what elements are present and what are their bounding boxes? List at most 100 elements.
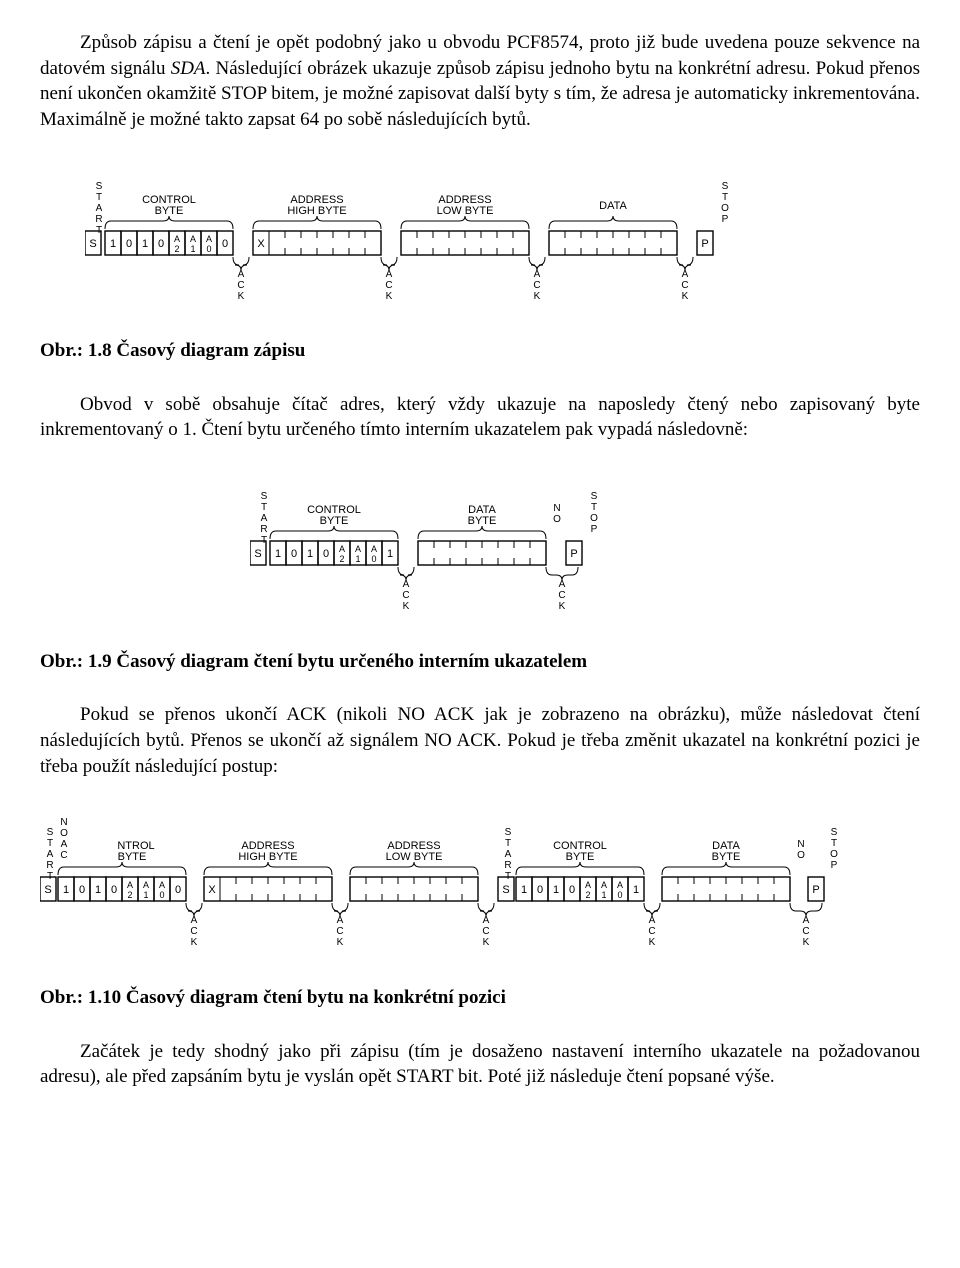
svg-text:A: A xyxy=(174,234,180,244)
svg-text:A: A xyxy=(534,269,541,280)
svg-text:1: 1 xyxy=(601,890,606,900)
svg-text:2: 2 xyxy=(127,890,132,900)
svg-text:T: T xyxy=(591,502,597,513)
svg-text:S: S xyxy=(89,238,96,250)
svg-text:0: 0 xyxy=(111,884,117,896)
svg-text:R: R xyxy=(504,860,511,871)
svg-text:C: C xyxy=(385,280,392,291)
svg-text:P: P xyxy=(591,524,598,535)
svg-text:P: P xyxy=(831,860,838,871)
svg-text:A: A xyxy=(386,269,393,280)
svg-text:K: K xyxy=(386,291,393,302)
caption-2: Obr.: 1.9 Časový diagram čtení bytu urče… xyxy=(40,649,920,675)
svg-text:T: T xyxy=(261,502,267,513)
svg-text:1: 1 xyxy=(63,884,69,896)
svg-text:0: 0 xyxy=(617,890,622,900)
svg-text:P: P xyxy=(701,238,708,250)
svg-text:P: P xyxy=(570,548,577,560)
svg-text:BYTE: BYTE xyxy=(712,851,741,863)
svg-text:BYTE: BYTE xyxy=(118,851,147,863)
svg-text:P: P xyxy=(812,884,819,896)
svg-text:0: 0 xyxy=(323,548,329,560)
svg-text:BYTE: BYTE xyxy=(566,851,595,863)
svg-text:T: T xyxy=(96,192,102,203)
svg-text:0: 0 xyxy=(206,244,211,254)
svg-text:R: R xyxy=(260,524,267,535)
svg-text:K: K xyxy=(682,291,689,302)
svg-text:A: A xyxy=(403,579,410,590)
svg-text:P: P xyxy=(722,214,729,225)
svg-text:0: 0 xyxy=(126,238,132,250)
svg-text:N: N xyxy=(553,503,560,514)
svg-text:LOW BYTE: LOW BYTE xyxy=(386,851,443,863)
svg-text:K: K xyxy=(403,601,410,612)
svg-text:A: A xyxy=(483,915,490,926)
svg-text:A: A xyxy=(682,269,689,280)
svg-text:S: S xyxy=(502,884,509,896)
diagram-3: STARTSNOAC1010A2A1A00NTROLBYTEACKXADDRES… xyxy=(40,807,920,965)
svg-text:A: A xyxy=(585,880,591,890)
svg-text:R: R xyxy=(46,860,53,871)
svg-text:1: 1 xyxy=(553,884,559,896)
svg-text:A: A xyxy=(190,234,196,244)
svg-text:1: 1 xyxy=(633,884,639,896)
svg-text:1: 1 xyxy=(307,548,313,560)
svg-text:T: T xyxy=(47,838,53,849)
svg-text:A: A xyxy=(649,915,656,926)
svg-text:R: R xyxy=(95,214,102,225)
svg-text:1: 1 xyxy=(95,884,101,896)
svg-text:C: C xyxy=(802,926,809,937)
caption-1: Obr.: 1.8 Časový diagram zápisu xyxy=(40,338,920,364)
svg-text:1: 1 xyxy=(387,548,393,560)
svg-text:T: T xyxy=(831,838,837,849)
svg-text:C: C xyxy=(533,280,540,291)
svg-text:C: C xyxy=(237,280,244,291)
svg-text:K: K xyxy=(803,937,810,948)
svg-text:A: A xyxy=(47,849,54,860)
svg-text:C: C xyxy=(648,926,655,937)
svg-text:HIGH BYTE: HIGH BYTE xyxy=(238,851,297,863)
svg-text:1: 1 xyxy=(142,238,148,250)
svg-text:0: 0 xyxy=(175,884,181,896)
svg-text:A: A xyxy=(96,203,103,214)
svg-text:S: S xyxy=(96,181,103,192)
svg-text:C: C xyxy=(482,926,489,937)
svg-text:T: T xyxy=(722,192,728,203)
caption-3: Obr.: 1.10 Časový diagram čtení bytu na … xyxy=(40,985,920,1011)
svg-text:K: K xyxy=(649,937,656,948)
svg-text:A: A xyxy=(505,849,512,860)
svg-text:S: S xyxy=(254,548,261,560)
svg-text:K: K xyxy=(191,937,198,948)
svg-text:0: 0 xyxy=(569,884,575,896)
svg-text:1: 1 xyxy=(190,244,195,254)
svg-text:A: A xyxy=(339,544,345,554)
svg-text:LOW BYTE: LOW BYTE xyxy=(437,205,494,217)
svg-text:O: O xyxy=(721,203,729,214)
svg-text:0: 0 xyxy=(371,554,376,564)
svg-text:O: O xyxy=(553,514,561,525)
svg-text:1: 1 xyxy=(110,238,116,250)
svg-text:S: S xyxy=(722,181,729,192)
svg-text:K: K xyxy=(534,291,541,302)
svg-text:2: 2 xyxy=(339,554,344,564)
svg-text:A: A xyxy=(803,915,810,926)
svg-text:A: A xyxy=(127,880,133,890)
svg-text:A: A xyxy=(143,880,149,890)
svg-text:O: O xyxy=(797,850,805,861)
svg-text:A: A xyxy=(617,880,623,890)
svg-text:A: A xyxy=(371,544,377,554)
svg-text:0: 0 xyxy=(291,548,297,560)
svg-text:C: C xyxy=(190,926,197,937)
svg-text:C: C xyxy=(336,926,343,937)
svg-text:A: A xyxy=(337,915,344,926)
svg-text:X: X xyxy=(208,884,216,896)
svg-text:0: 0 xyxy=(79,884,85,896)
svg-text:DATA: DATA xyxy=(599,200,627,212)
svg-text:A: A xyxy=(355,544,361,554)
svg-text:1: 1 xyxy=(355,554,360,564)
svg-text:T: T xyxy=(505,838,511,849)
svg-text:S: S xyxy=(591,491,598,502)
svg-text:0: 0 xyxy=(537,884,543,896)
svg-text:K: K xyxy=(559,601,566,612)
svg-text:HIGH BYTE: HIGH BYTE xyxy=(287,205,346,217)
